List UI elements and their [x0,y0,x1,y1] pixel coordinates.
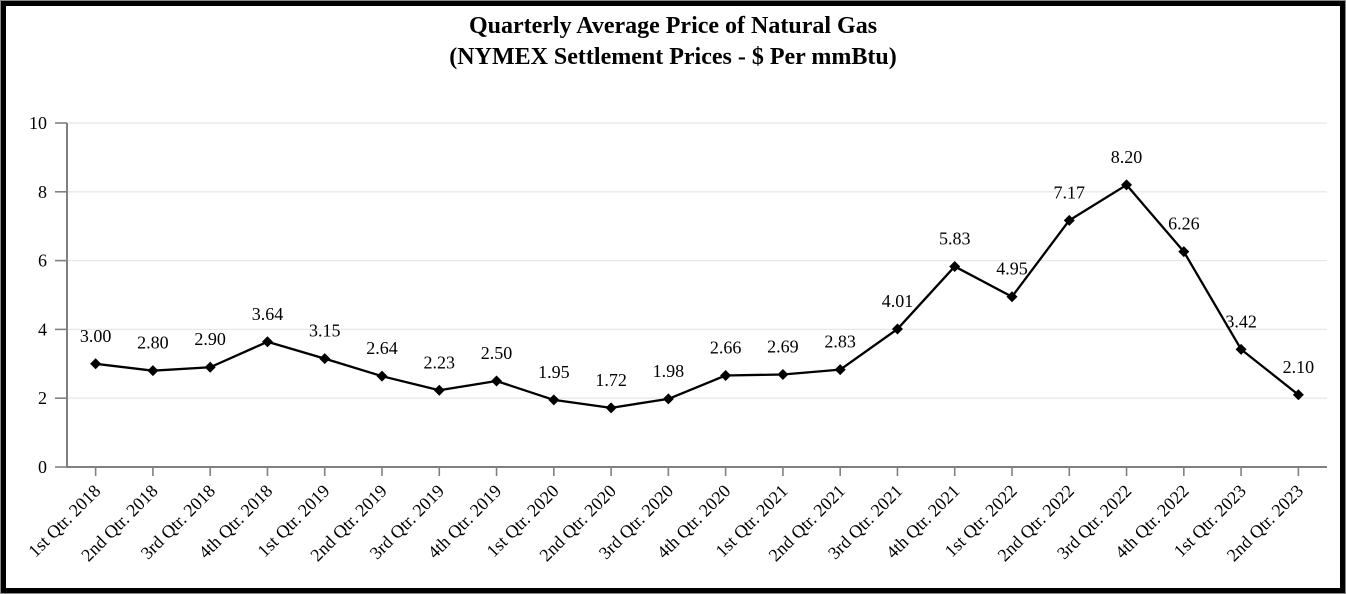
chart-title: Quarterly Average Price of Natural Gas (… [0,11,1346,73]
data-label-17: 7.17 [1054,182,1086,202]
data-point-marker-4 [319,353,331,365]
data-label-19: 6.26 [1168,214,1200,234]
data-point-marker-0 [90,358,102,370]
data-point-marker-20 [1235,343,1247,355]
price-series-line [95,183,1300,409]
data-label-1: 2.80 [137,333,169,353]
data-label-5: 2.64 [366,338,398,358]
data-label-3: 3.64 [252,304,284,324]
data-label-11: 2.66 [710,337,742,357]
data-label-20: 3.42 [1225,311,1257,331]
data-point-marker-5 [376,370,388,382]
y-tick-label-4: 4 [38,319,47,339]
data-point-marker-14 [891,323,903,335]
data-point-marker-8 [548,394,560,406]
data-point-marker-19 [1178,246,1190,258]
data-label-2: 2.90 [194,329,226,349]
y-tick-label-0: 0 [38,457,47,477]
y-tick-label-8: 8 [38,182,47,202]
data-point-marker-13 [834,364,846,376]
data-label-6: 2.23 [424,352,456,372]
data-label-12: 2.69 [767,336,799,356]
data-label-8: 1.95 [538,362,570,382]
data-point-marker-10 [662,393,674,405]
data-point-marker-9 [605,402,617,414]
data-point-marker-7 [491,375,503,387]
data-label-21: 2.10 [1283,357,1315,377]
data-label-9: 1.72 [595,370,627,390]
data-label-15: 5.83 [939,228,971,248]
data-point-marker-21 [1292,389,1304,401]
data-label-18: 8.20 [1111,147,1143,167]
y-tick-label-10: 10 [29,113,47,133]
data-label-4: 3.15 [309,321,341,341]
data-label-10: 1.98 [653,361,685,381]
data-point-marker-18 [1121,179,1133,191]
data-point-marker-15 [949,260,961,272]
data-label-16: 4.95 [996,259,1028,279]
data-point-marker-1 [147,365,159,377]
data-point-marker-11 [720,369,732,381]
data-label-0: 3.00 [80,326,112,346]
y-tick-label-6: 6 [38,251,47,271]
data-label-7: 2.50 [481,343,513,363]
data-point-marker-3 [261,336,273,348]
data-label-14: 4.01 [882,291,914,311]
data-point-marker-12 [777,368,789,380]
chart-title-line1: Quarterly Average Price of Natural Gas [468,13,878,39]
chart-title-line2: (NYMEX Settlement Prices - $ Per mmBtu) [449,44,897,70]
data-point-marker-17 [1063,214,1075,226]
data-label-13: 2.83 [824,332,856,352]
data-point-marker-6 [433,384,445,396]
data-point-marker-16 [1006,291,1018,303]
y-tick-label-2: 2 [38,388,47,408]
data-point-marker-2 [204,361,216,373]
